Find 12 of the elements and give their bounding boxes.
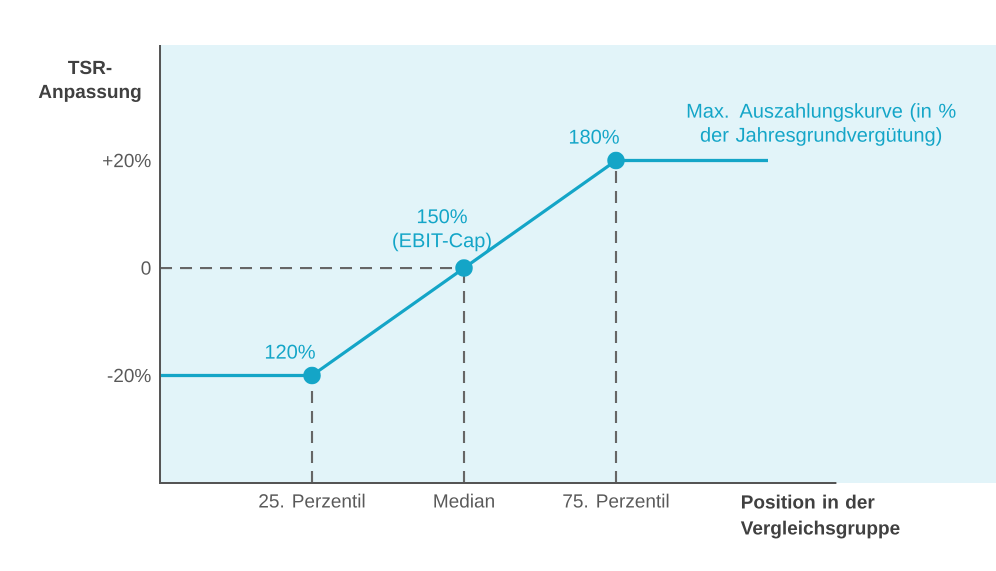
- annotation: 150% (EBIT-Cap): [393, 209, 491, 252]
- annotation: 180%: [570, 130, 619, 144]
- x-tick-label: 75. Perzentil: [563, 494, 668, 508]
- series-label: Max. Auszahlungskurve (in % der Jahresgrundvergütung): [688, 103, 956, 146]
- y-tick-label: +20%: [103, 154, 151, 168]
- y-tick-label: -20%: [108, 368, 151, 382]
- annotation: 120%: [266, 344, 315, 359]
- x-tick-label: 25. Perzentil: [259, 494, 364, 508]
- y-axis-title: TSR-Anpassung: [38, 60, 140, 102]
- x-axis-title: Position in der Vergleichsgruppe: [740, 494, 900, 538]
- x-tick-label: Median: [434, 494, 494, 508]
- y-tick-label: 0: [141, 261, 151, 275]
